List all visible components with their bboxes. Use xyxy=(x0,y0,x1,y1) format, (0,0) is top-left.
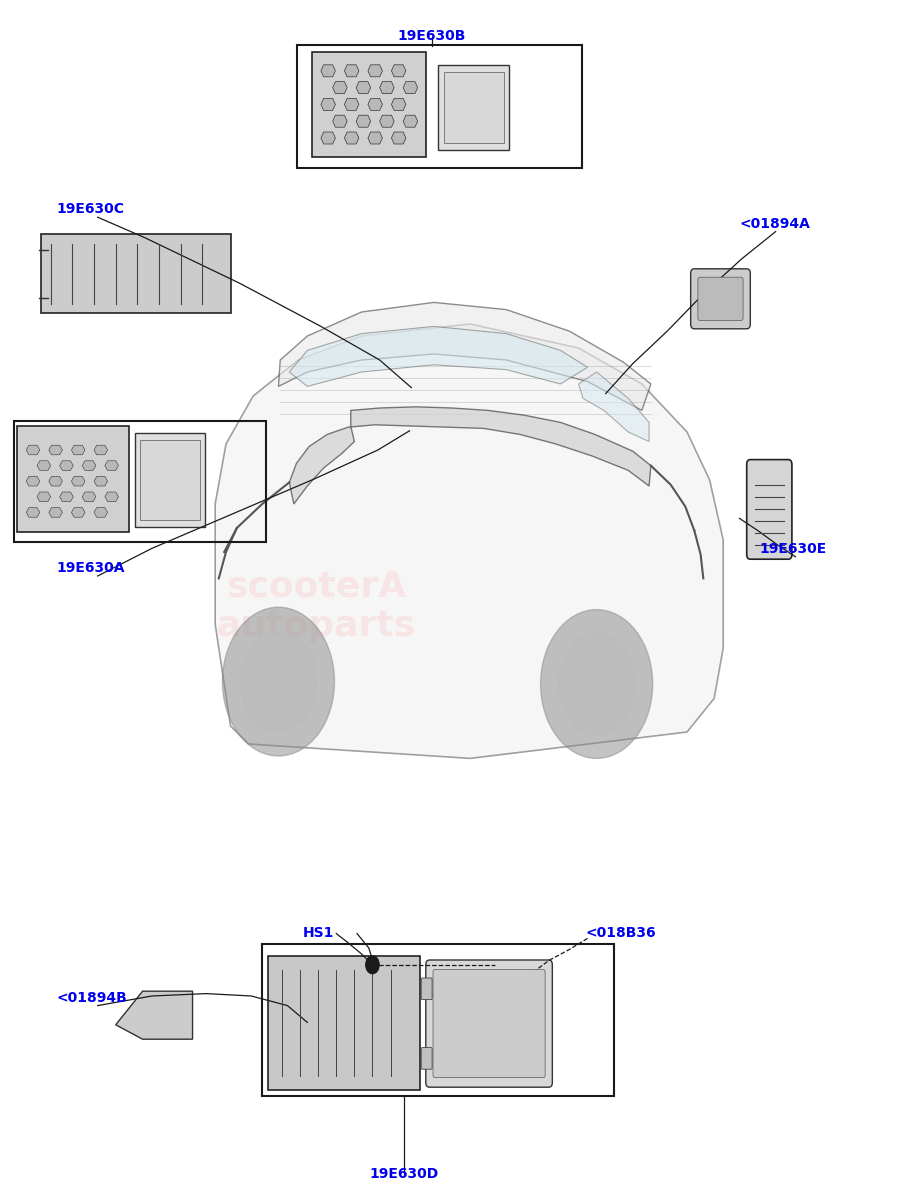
FancyBboxPatch shape xyxy=(312,52,425,157)
Text: scooterA
autoparts: scooterA autoparts xyxy=(217,569,415,643)
Polygon shape xyxy=(94,508,107,517)
Text: <018B36: <018B36 xyxy=(585,926,656,940)
Polygon shape xyxy=(49,445,62,455)
Polygon shape xyxy=(332,82,347,94)
Circle shape xyxy=(558,634,634,734)
Circle shape xyxy=(222,607,334,756)
Polygon shape xyxy=(391,65,405,77)
Polygon shape xyxy=(289,407,650,504)
FancyBboxPatch shape xyxy=(746,460,791,559)
Polygon shape xyxy=(60,461,73,470)
Polygon shape xyxy=(37,461,51,470)
Polygon shape xyxy=(49,476,62,486)
Bar xyxy=(14,421,265,542)
Polygon shape xyxy=(321,98,335,110)
FancyBboxPatch shape xyxy=(433,970,545,1078)
Polygon shape xyxy=(215,324,722,758)
Polygon shape xyxy=(26,476,40,486)
Polygon shape xyxy=(391,98,405,110)
Polygon shape xyxy=(379,115,394,127)
FancyBboxPatch shape xyxy=(690,269,749,329)
FancyBboxPatch shape xyxy=(421,1048,432,1069)
Text: 19E630C: 19E630C xyxy=(56,203,124,216)
FancyBboxPatch shape xyxy=(421,978,432,1000)
Polygon shape xyxy=(368,98,382,110)
Polygon shape xyxy=(105,492,118,502)
FancyBboxPatch shape xyxy=(697,277,742,320)
Polygon shape xyxy=(344,132,358,144)
Polygon shape xyxy=(116,991,192,1039)
Polygon shape xyxy=(344,65,358,77)
Polygon shape xyxy=(356,82,370,94)
Polygon shape xyxy=(26,445,40,455)
Text: <01894A: <01894A xyxy=(739,217,809,230)
Polygon shape xyxy=(82,492,96,502)
FancyBboxPatch shape xyxy=(41,234,230,313)
Circle shape xyxy=(240,631,316,732)
Polygon shape xyxy=(356,115,370,127)
Polygon shape xyxy=(332,115,347,127)
Polygon shape xyxy=(71,508,85,517)
Polygon shape xyxy=(278,302,650,410)
Text: <01894B: <01894B xyxy=(56,991,126,1004)
Polygon shape xyxy=(289,326,587,386)
Bar xyxy=(297,44,582,168)
FancyBboxPatch shape xyxy=(135,433,205,527)
FancyBboxPatch shape xyxy=(17,426,129,532)
Polygon shape xyxy=(105,461,118,470)
FancyBboxPatch shape xyxy=(140,440,200,520)
Polygon shape xyxy=(71,476,85,486)
Polygon shape xyxy=(403,82,417,94)
Polygon shape xyxy=(26,508,40,517)
Polygon shape xyxy=(71,445,85,455)
Circle shape xyxy=(540,610,652,758)
FancyBboxPatch shape xyxy=(443,72,503,143)
Polygon shape xyxy=(321,65,335,77)
Circle shape xyxy=(365,955,379,974)
Polygon shape xyxy=(368,132,382,144)
Polygon shape xyxy=(379,82,394,94)
Polygon shape xyxy=(37,492,51,502)
Polygon shape xyxy=(82,461,96,470)
Polygon shape xyxy=(344,98,358,110)
Polygon shape xyxy=(321,132,335,144)
Text: 19E630B: 19E630B xyxy=(397,29,466,43)
Polygon shape xyxy=(391,132,405,144)
Bar xyxy=(262,943,613,1097)
FancyBboxPatch shape xyxy=(438,65,508,150)
Polygon shape xyxy=(94,445,107,455)
Polygon shape xyxy=(368,65,382,77)
Polygon shape xyxy=(403,115,417,127)
Text: HS1: HS1 xyxy=(303,926,334,940)
Text: 19E630A: 19E630A xyxy=(56,562,125,575)
Text: 19E630D: 19E630D xyxy=(369,1168,438,1181)
FancyBboxPatch shape xyxy=(425,960,552,1087)
Polygon shape xyxy=(60,492,73,502)
Polygon shape xyxy=(94,476,107,486)
Polygon shape xyxy=(49,508,62,517)
Polygon shape xyxy=(578,372,648,442)
Text: 19E630E: 19E630E xyxy=(759,542,825,556)
FancyBboxPatch shape xyxy=(268,956,420,1090)
